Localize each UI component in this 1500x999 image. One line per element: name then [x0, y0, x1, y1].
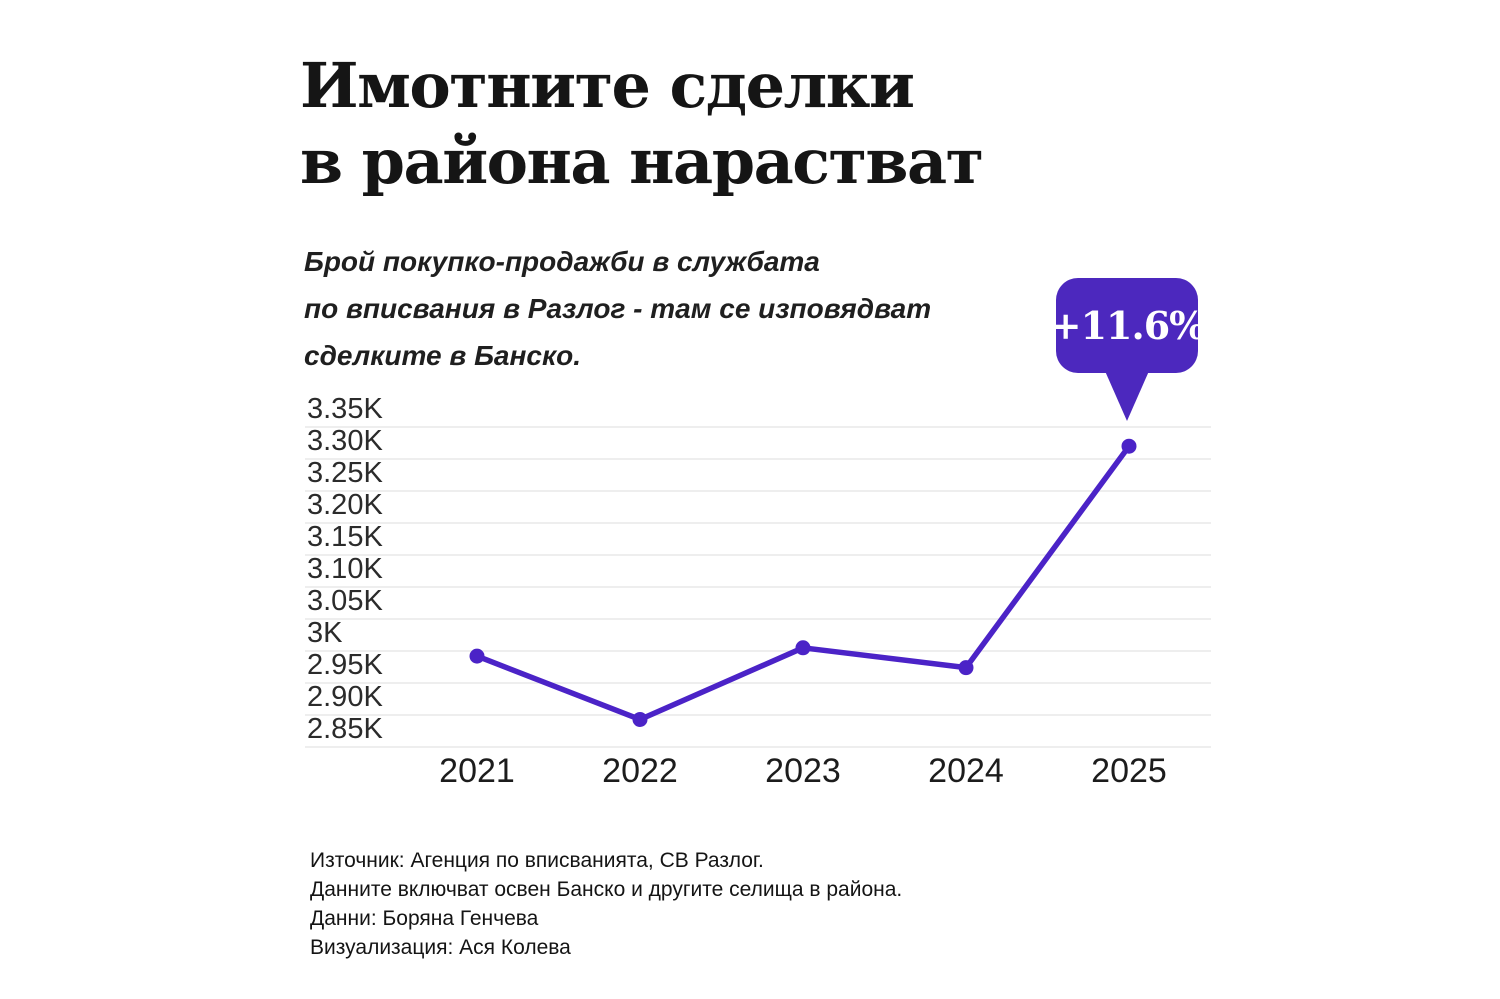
x-tick-label: 2024 — [928, 752, 1004, 790]
growth-callout: +11.6% — [1050, 278, 1205, 421]
footer-data-credit-line: Данни: Боряна Генчева — [310, 907, 539, 930]
page-title-line-2: в района нарастват — [300, 125, 984, 198]
y-tick-label: 3K — [307, 617, 343, 649]
y-tick-label: 3.05K — [307, 585, 383, 617]
x-tick-label: 2021 — [439, 752, 515, 790]
footer-note-line: Данните включват освен Банско и другите … — [310, 878, 903, 901]
y-tick-label: 2.95K — [307, 649, 383, 681]
y-tick-label: 3.30K — [307, 425, 383, 457]
y-tick-label: 3.15K — [307, 521, 383, 553]
chart-footer: Източник: Агенция по вписванията, СВ Раз… — [310, 846, 902, 962]
data-point — [1121, 438, 1137, 454]
callout-tail-icon — [1105, 371, 1149, 421]
data-point — [958, 660, 974, 676]
chart-subtitle-line-3: сделките в Банско. — [304, 340, 582, 371]
growth-callout-label: +11.6% — [1049, 303, 1205, 348]
data-point — [795, 640, 811, 656]
data-point — [632, 711, 648, 727]
x-tick-label: 2023 — [765, 752, 841, 790]
data-point — [469, 648, 485, 664]
chart-subtitle: Брой покупко-продажби в службата по впис… — [304, 238, 931, 379]
footer-source-line: Източник: Агенция по вписванията, СВ Раз… — [310, 849, 764, 872]
data-line — [474, 443, 1132, 723]
page-title-line-1: Имотните сделки — [300, 49, 915, 122]
page-title: Имотните сделки в района нарастват — [300, 48, 984, 200]
y-tick-label: 2.85K — [307, 713, 383, 745]
y-tick-label: 3.35K — [307, 393, 383, 425]
y-tick-label: 3.20K — [307, 489, 383, 521]
x-tick-label: 2025 — [1091, 752, 1167, 790]
footer-viz-credit-line: Визуализация: Ася Колева — [310, 936, 571, 959]
y-tick-label: 3.25K — [307, 457, 383, 489]
chart-subtitle-line-1: Брой покупко-продажби в службата — [304, 246, 820, 277]
chart-subtitle-line-2: по вписвания в Разлог - там се изповядва… — [304, 293, 932, 324]
y-tick-label: 2.90K — [307, 681, 383, 713]
y-tick-label: 3.10K — [307, 553, 383, 585]
x-tick-label: 2022 — [602, 752, 678, 790]
